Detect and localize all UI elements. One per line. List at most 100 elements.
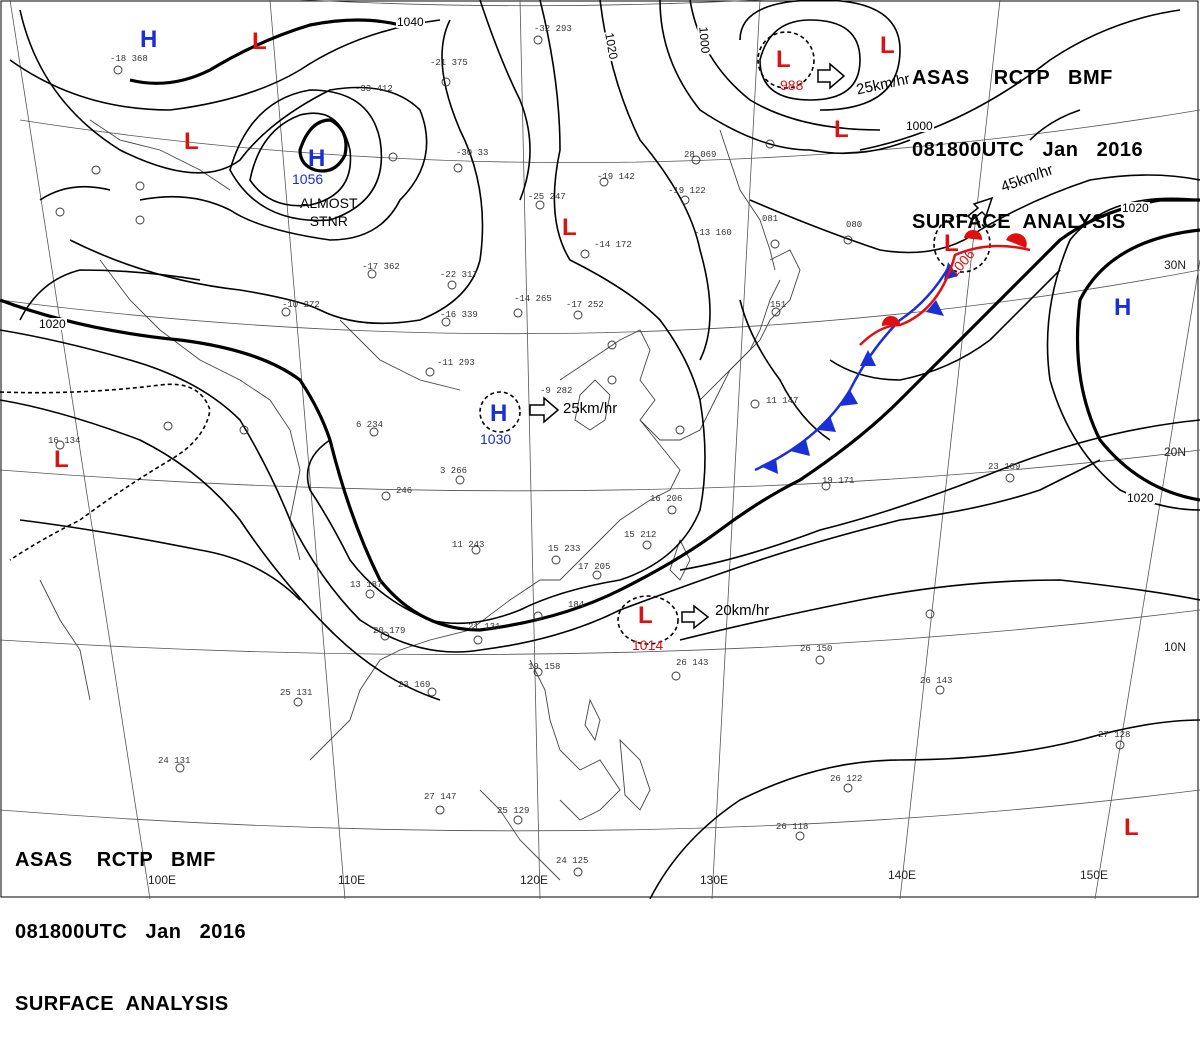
- low-center: L: [54, 446, 69, 473]
- station-markers: [55, 35, 1125, 877]
- coastlines: [39, 119, 801, 881]
- station-plot: -14 265: [514, 294, 552, 304]
- lat-label: 30N: [1164, 258, 1187, 272]
- lon-label: 110E: [338, 873, 366, 887]
- arrow-icon: [681, 604, 710, 630]
- station-plot: 11 147: [766, 396, 799, 406]
- station-plot: 26 143: [920, 676, 953, 686]
- station-plot: 24 131: [158, 756, 191, 766]
- station-plot: 26 143: [676, 658, 709, 668]
- header-top-right: ASAS RCTP BMF 081800UTC Jan 2016 SURFACE…: [912, 18, 1143, 258]
- station-plot: 20 179: [373, 626, 406, 636]
- arrow-icon: [817, 62, 846, 90]
- station-plot: -22 317: [440, 270, 478, 280]
- station-plot: -16 339: [440, 310, 478, 320]
- lon-label: 100E: [148, 873, 177, 887]
- lat-label: 10N: [1164, 640, 1187, 654]
- station-plot: 151: [770, 300, 787, 310]
- header-line-3: SURFACE ANALYSIS: [15, 993, 229, 1015]
- station-plot: 23 189: [988, 462, 1021, 472]
- arrow-icon: [529, 396, 560, 424]
- annotation-line-1: ALMOST: [300, 195, 358, 211]
- isobars-dashed: [0, 31, 991, 645]
- warm-front-bump: [881, 315, 900, 326]
- low-center: L: [184, 128, 199, 155]
- movement-speed: 25km/hr: [563, 400, 618, 417]
- header-line-1: ASAS RCTP BMF: [15, 849, 216, 871]
- isobar-label: 1000: [696, 25, 713, 55]
- station-plot: 24 125: [556, 856, 589, 866]
- pressure-value: 1030: [480, 431, 512, 447]
- header-line-1: ASAS RCTP BMF: [912, 67, 1113, 89]
- map-frame: [0, 0, 1199, 898]
- station-plot: 28 069: [684, 150, 717, 160]
- station-plot: 15 212: [624, 530, 657, 540]
- station-plot: -17 252: [566, 300, 604, 310]
- station-plot: 17 205: [578, 562, 611, 572]
- low-center: L: [562, 214, 577, 241]
- station-plot: -18 368: [110, 54, 148, 64]
- lat-label: 20N: [1164, 445, 1187, 459]
- graticule: [0, 0, 1200, 899]
- pressure-value: 1056: [292, 171, 324, 187]
- cold-front-barb: [760, 458, 778, 474]
- movement-speed: 20km/hr: [715, 602, 770, 619]
- station-plot: -9 282: [540, 386, 573, 396]
- lon-label: 120E: [520, 873, 549, 887]
- low-center: L: [880, 32, 895, 59]
- stationary-annotation: ALMOST STNR: [300, 194, 358, 230]
- high-center: H: [490, 400, 508, 427]
- station-plot: 27 128: [1098, 730, 1131, 740]
- station-plot: 23 169: [398, 680, 431, 690]
- station-plot: 080: [846, 220, 863, 230]
- cold-front-barb: [860, 350, 876, 366]
- isobars-thick: [0, 18, 1200, 632]
- station-plot: 25 131: [280, 688, 313, 698]
- station-plot: -19 142: [597, 172, 635, 182]
- high-center: H: [308, 145, 326, 172]
- station-plot: 081: [762, 214, 779, 224]
- header-line-2: 081800UTC Jan 2016: [15, 921, 247, 943]
- station-plot: 27 147: [424, 792, 457, 802]
- station-plot: 184: [568, 600, 585, 610]
- lon-label: 140E: [888, 868, 917, 882]
- station-plot: 246: [396, 486, 413, 496]
- station-plot: 11 243: [452, 540, 485, 550]
- cold-front-barb: [840, 390, 858, 406]
- station-plot: -11 293: [437, 358, 475, 368]
- cold-front-barb: [790, 440, 810, 456]
- low-center: L: [776, 46, 791, 73]
- station-plot: -30 33: [456, 148, 489, 158]
- cold-front-barb: [818, 416, 836, 432]
- isobar-label: 1000: [905, 119, 934, 133]
- lon-label: 150E: [1080, 868, 1109, 882]
- station-plot: -17 362: [362, 262, 400, 272]
- station-plot: 26 122: [830, 774, 863, 784]
- header-line-2: 081800UTC Jan 2016: [912, 139, 1144, 161]
- station-plot: 15 233: [548, 544, 581, 554]
- arrow-icon: [966, 196, 994, 222]
- station-plot: 26 118: [776, 822, 809, 832]
- station-plot: -32 293: [534, 24, 572, 34]
- isobar-label: 1020: [1121, 201, 1150, 215]
- high-center: H: [140, 26, 158, 53]
- station-plot: 3 266: [440, 466, 468, 476]
- station-plot: 25 129: [497, 806, 530, 816]
- pressure-value: 988: [780, 77, 804, 93]
- station-plot: -14 172: [594, 240, 632, 250]
- station-plot: -33 412: [355, 84, 393, 94]
- cold-front-barb: [926, 300, 944, 316]
- low-center: L: [1124, 814, 1139, 841]
- pressure-value: 1014: [632, 637, 664, 653]
- station-plot: -10 272: [282, 300, 320, 310]
- lon-label: 130E: [700, 873, 729, 887]
- low-center: L: [252, 28, 267, 55]
- low-center: L: [638, 602, 653, 629]
- isobar-label: 1020: [38, 317, 67, 331]
- station-plot: 21 131: [468, 622, 501, 632]
- header-line-3: SURFACE ANALYSIS: [912, 211, 1126, 233]
- station-plot: 19 171: [822, 476, 855, 486]
- station-plot: -25 247: [528, 192, 566, 202]
- low-center: L: [944, 230, 959, 257]
- station-plot: 13 187: [350, 580, 383, 590]
